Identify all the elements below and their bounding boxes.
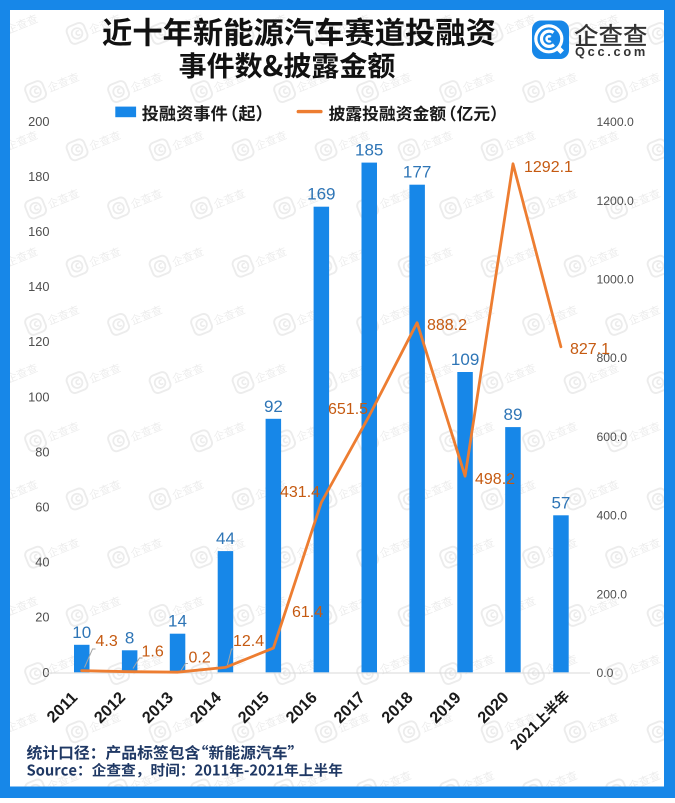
svg-text:827.1: 827.1 [570, 341, 610, 358]
svg-text:888.2: 888.2 [427, 317, 467, 334]
svg-text:200.0: 200.0 [597, 587, 628, 601]
svg-text:89: 89 [504, 405, 523, 424]
svg-text:80: 80 [35, 444, 49, 459]
svg-text:600.0: 600.0 [597, 430, 628, 444]
svg-text:431.4: 431.4 [280, 484, 320, 501]
svg-text:20: 20 [35, 610, 49, 625]
svg-text:4.3: 4.3 [96, 633, 118, 650]
svg-text:651.5: 651.5 [328, 401, 368, 418]
svg-text:0: 0 [42, 665, 49, 680]
svg-text:1400.0: 1400.0 [597, 115, 634, 129]
svg-text:1200.0: 1200.0 [597, 194, 634, 208]
svg-text:92: 92 [264, 397, 283, 416]
svg-text:12.4: 12.4 [233, 633, 264, 650]
svg-text:800.0: 800.0 [597, 351, 628, 365]
svg-text:60: 60 [35, 500, 49, 515]
svg-text:10: 10 [72, 623, 91, 642]
svg-text:0.0: 0.0 [597, 666, 614, 680]
svg-text:Qcc.com: Qcc.com [575, 44, 648, 59]
svg-text:1.6: 1.6 [142, 644, 164, 661]
svg-text:8: 8 [125, 628, 134, 647]
svg-text:44: 44 [216, 529, 235, 548]
svg-text:160: 160 [28, 224, 49, 239]
svg-text:1000.0: 1000.0 [597, 273, 634, 287]
svg-text:140: 140 [28, 279, 49, 294]
svg-text:400.0: 400.0 [597, 509, 628, 523]
svg-text:1292.1: 1292.1 [524, 159, 573, 176]
svg-text:61.4: 61.4 [292, 604, 323, 621]
svg-text:180: 180 [28, 169, 49, 184]
svg-text:200: 200 [28, 114, 49, 129]
svg-text:0.2: 0.2 [189, 650, 211, 667]
svg-text:109: 109 [451, 350, 479, 369]
svg-text:169: 169 [307, 185, 335, 204]
svg-text:100: 100 [28, 389, 49, 404]
svg-text:498.2: 498.2 [475, 471, 515, 488]
svg-text:40: 40 [35, 555, 49, 570]
svg-text:177: 177 [403, 163, 431, 182]
svg-text:14: 14 [168, 612, 187, 631]
svg-text:185: 185 [355, 141, 383, 160]
svg-text:120: 120 [28, 334, 49, 349]
svg-text:57: 57 [551, 493, 570, 512]
